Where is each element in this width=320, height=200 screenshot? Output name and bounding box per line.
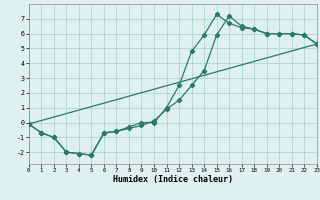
X-axis label: Humidex (Indice chaleur): Humidex (Indice chaleur) bbox=[113, 175, 233, 184]
